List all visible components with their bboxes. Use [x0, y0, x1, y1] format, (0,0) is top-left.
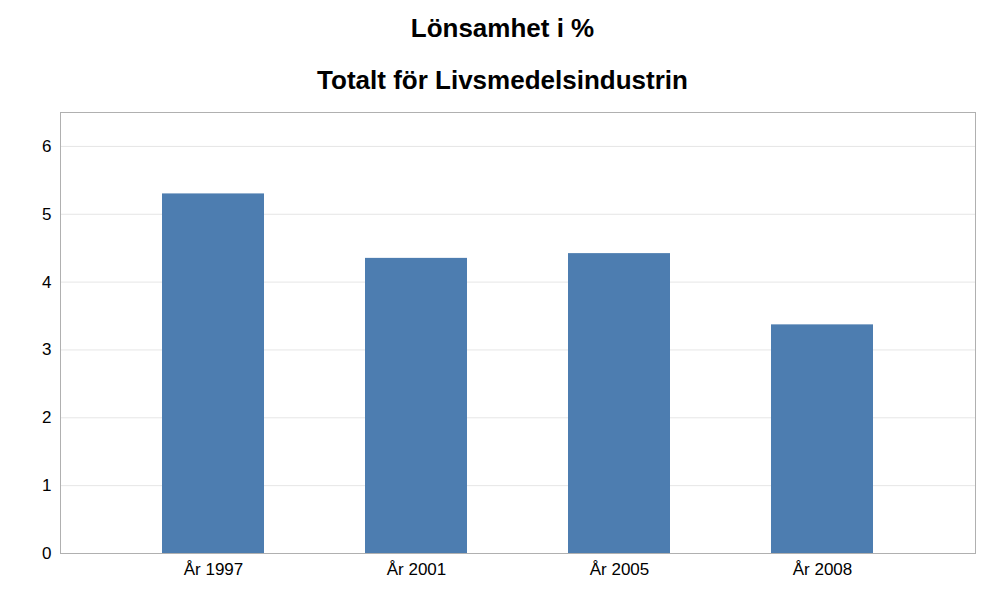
svg-text:4: 4: [42, 272, 51, 291]
svg-text:6: 6: [42, 137, 51, 156]
svg-text:År 2008: År 2008: [793, 559, 853, 578]
svg-text:År 2005: År 2005: [590, 559, 650, 578]
html-text:Totalt för Livsmedelsindustrin: Totalt för Livsmedelsindustrin: [317, 64, 688, 95]
html-text:Lönsamhet i %: Lönsamhet i %: [410, 13, 595, 43]
svg-text:0: 0: [42, 544, 51, 563]
svg-text:1: 1: [42, 476, 51, 495]
svg-text:3: 3: [42, 340, 51, 359]
svg-text:5: 5: [42, 204, 51, 223]
svg-text:År 1997: År 1997: [184, 559, 244, 578]
svg-text:År 2001: År 2001: [387, 559, 447, 578]
svg-text:2: 2: [42, 408, 51, 427]
